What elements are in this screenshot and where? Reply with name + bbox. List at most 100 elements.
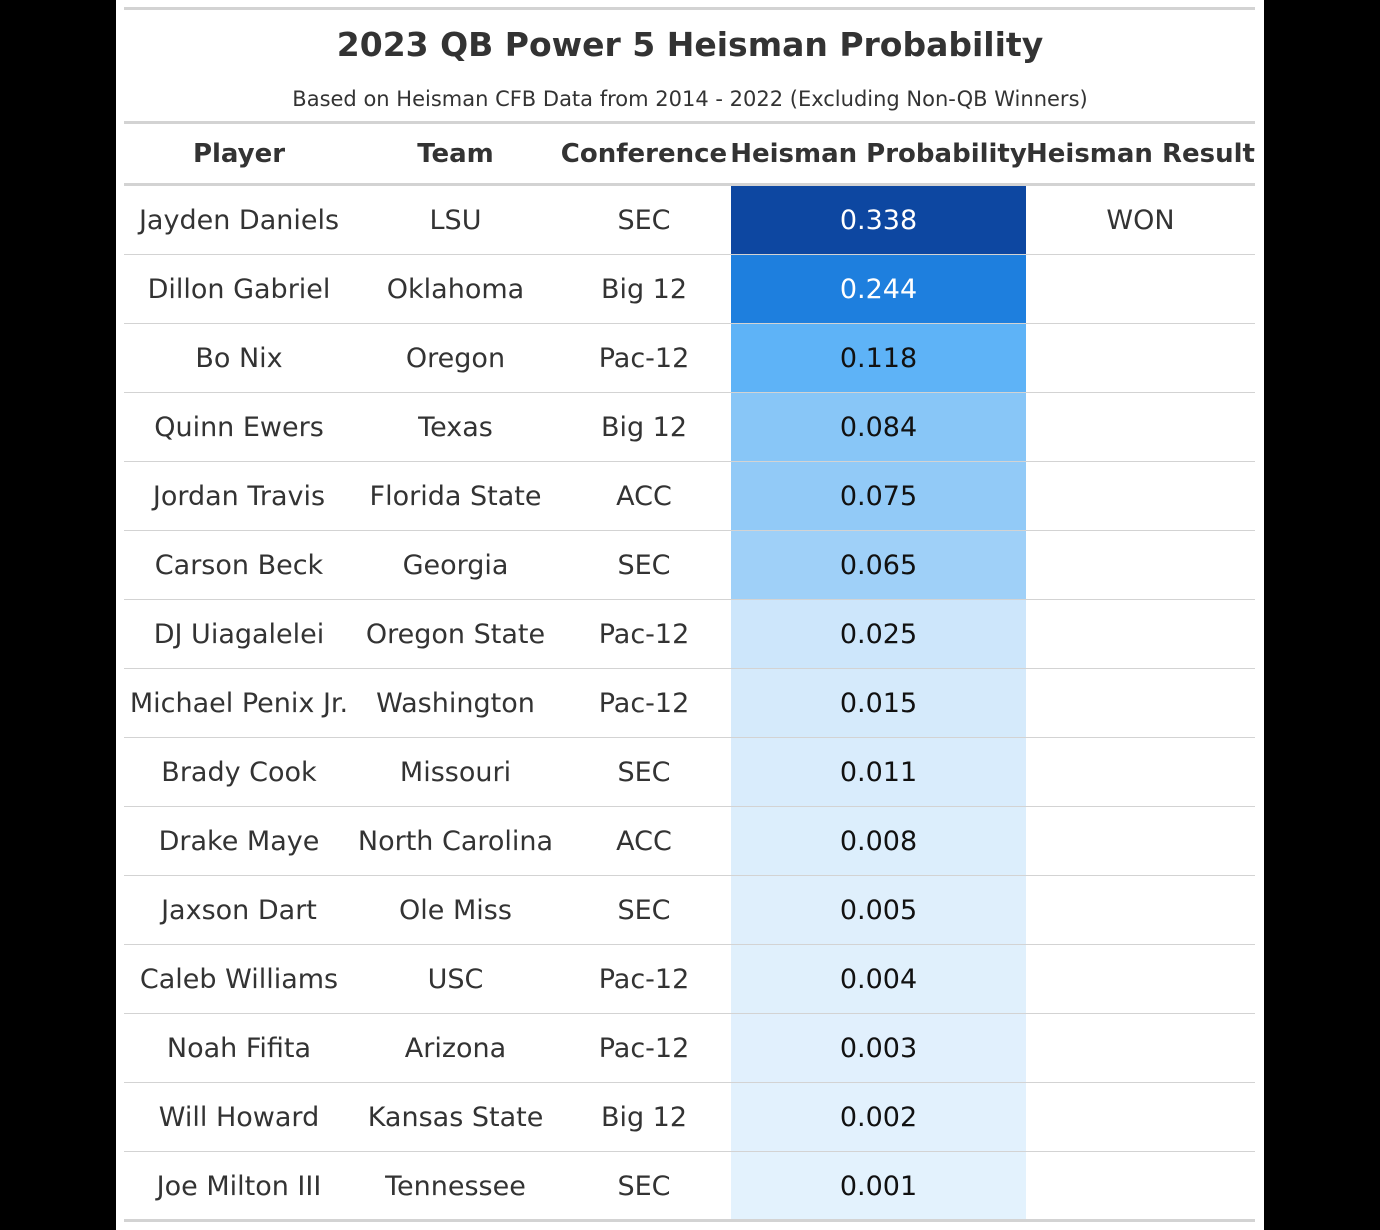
table-bottom-rule xyxy=(124,1219,1255,1222)
table-subtitle: Based on Heisman CFB Data from 2014 - 20… xyxy=(292,87,1088,111)
result-cell xyxy=(1026,462,1255,530)
team-cell: Washington xyxy=(376,687,535,719)
result-cell xyxy=(1026,600,1255,668)
conference-cell: Pac-12 xyxy=(598,687,690,719)
column-header-team: Team xyxy=(417,139,494,169)
conference-cell: Pac-12 xyxy=(598,618,690,650)
table-row: Noah Fifita Arizona Pac-12 0.003 xyxy=(124,1014,1255,1083)
probability-cell: 0.003 xyxy=(731,1014,1026,1082)
table-row: Quinn Ewers Texas Big 12 0.084 xyxy=(124,393,1255,462)
player-cell: DJ Uiagalelei xyxy=(153,618,325,650)
table-title: 2023 QB Power 5 Heisman Probability xyxy=(336,25,1044,64)
conference-cell: SEC xyxy=(617,204,671,236)
conference-cell: SEC xyxy=(617,756,671,788)
result-cell xyxy=(1026,255,1255,323)
probability-cell: 0.118 xyxy=(731,324,1026,392)
team-cell: Texas xyxy=(418,411,493,443)
result-cell xyxy=(1026,738,1255,806)
team-cell: Kansas State xyxy=(367,1101,544,1133)
probability-cell: 0.338 xyxy=(731,186,1026,254)
conference-cell: SEC xyxy=(617,1170,671,1202)
result-cell xyxy=(1026,945,1255,1013)
probability-cell: 0.015 xyxy=(731,669,1026,737)
team-cell: Arizona xyxy=(404,1032,507,1064)
result-cell xyxy=(1026,1152,1255,1220)
team-cell: Oregon xyxy=(405,342,506,374)
table-row: Will Howard Kansas State Big 12 0.002 xyxy=(124,1083,1255,1152)
conference-cell: ACC xyxy=(616,480,672,512)
probability-cell: 0.025 xyxy=(731,600,1026,668)
team-cell: Missouri xyxy=(399,756,512,788)
player-cell: Jayden Daniels xyxy=(138,204,340,236)
result-cell xyxy=(1026,324,1255,392)
table-panel: 2023 QB Power 5 Heisman Probability Base… xyxy=(116,0,1264,1230)
column-header-player: Player xyxy=(192,139,286,169)
probability-cell: 0.065 xyxy=(731,531,1026,599)
conference-cell: Pac-12 xyxy=(598,963,690,995)
result-cell xyxy=(1026,531,1255,599)
table-body: Jayden Daniels LSU SEC 0.338 WON Dillon Gabri… xyxy=(124,186,1255,1221)
player-cell: Jordan Travis xyxy=(152,480,326,512)
probability-cell: 0.244 xyxy=(731,255,1026,323)
result-cell xyxy=(1026,393,1255,461)
team-cell: Oklahoma xyxy=(386,273,525,305)
team-cell: North Carolina xyxy=(357,825,554,857)
player-cell: Michael Penix Jr. xyxy=(129,687,349,719)
table-row: DJ Uiagalelei Oregon State Pac-12 0.025 xyxy=(124,600,1255,669)
result-cell: WON xyxy=(1106,204,1175,236)
player-cell: Caleb Williams xyxy=(139,963,339,995)
table-row: Caleb Williams USC Pac-12 0.004 xyxy=(124,945,1255,1014)
player-cell: Bo Nix xyxy=(195,342,283,374)
result-cell xyxy=(1026,669,1255,737)
probability-cell: 0.075 xyxy=(731,462,1026,530)
team-cell: Oregon State xyxy=(365,618,546,650)
result-cell xyxy=(1026,876,1255,944)
probability-cell: 0.004 xyxy=(731,945,1026,1013)
player-cell: Dillon Gabriel xyxy=(147,273,331,305)
team-cell: Georgia xyxy=(402,549,509,581)
conference-cell: ACC xyxy=(616,825,672,857)
team-cell: USC xyxy=(427,963,484,995)
top-rule xyxy=(124,7,1255,10)
player-cell: Quinn Ewers xyxy=(154,411,324,443)
header-top-rule xyxy=(124,121,1255,124)
result-cell xyxy=(1026,1014,1255,1082)
table-row: Brady Cook Missouri SEC 0.011 xyxy=(124,738,1255,807)
result-cell xyxy=(1026,807,1255,875)
player-cell: Carson Beck xyxy=(154,549,324,581)
conference-cell: Pac-12 xyxy=(598,342,690,374)
probability-cell: 0.008 xyxy=(731,807,1026,875)
conference-cell: Big 12 xyxy=(600,273,688,305)
table-row: Jaxson Dart Ole Miss SEC 0.005 xyxy=(124,876,1255,945)
player-cell: Noah Fifita xyxy=(166,1032,312,1064)
probability-cell: 0.011 xyxy=(731,738,1026,806)
column-header-probability: Heisman Probability xyxy=(730,139,1027,169)
header-row: Player Team Conference Heisman Probabili… xyxy=(124,124,1255,184)
player-cell: Drake Maye xyxy=(158,825,320,857)
team-cell: Ole Miss xyxy=(399,894,512,926)
table-row: Drake Maye North Carolina ACC 0.008 xyxy=(124,807,1255,876)
team-cell: LSU xyxy=(429,204,482,236)
table-row: Dillon Gabriel Oklahoma Big 12 0.244 xyxy=(124,255,1255,324)
column-header-result: Heisman Result xyxy=(1026,139,1255,169)
player-cell: Jaxson Dart xyxy=(161,894,317,926)
conference-cell: Pac-12 xyxy=(598,1032,690,1064)
table-row: Joe Milton III Tennessee SEC 0.001 xyxy=(124,1152,1255,1221)
header-bottom-rule xyxy=(124,183,1255,186)
team-cell: Tennessee xyxy=(385,1170,526,1202)
player-cell: Brady Cook xyxy=(161,756,317,788)
player-cell: Will Howard xyxy=(158,1101,320,1133)
table-row: Jayden Daniels LSU SEC 0.338 WON xyxy=(124,186,1255,255)
table-row: Carson Beck Georgia SEC 0.065 xyxy=(124,531,1255,600)
player-cell: Joe Milton III xyxy=(156,1170,322,1202)
probability-cell: 0.001 xyxy=(731,1152,1026,1220)
table-row: Jordan Travis Florida State ACC 0.075 xyxy=(124,462,1255,531)
conference-cell: Big 12 xyxy=(600,1101,688,1133)
probability-cell: 0.002 xyxy=(731,1083,1026,1151)
column-header-conference: Conference xyxy=(560,139,728,169)
probability-cell: 0.084 xyxy=(731,393,1026,461)
result-cell xyxy=(1026,1083,1255,1151)
conference-cell: SEC xyxy=(617,549,671,581)
table-row: Bo Nix Oregon Pac-12 0.118 xyxy=(124,324,1255,393)
table-row: Michael Penix Jr. Washington Pac-12 0.015 xyxy=(124,669,1255,738)
